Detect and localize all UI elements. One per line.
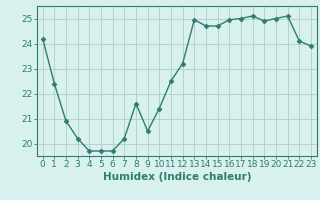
X-axis label: Humidex (Indice chaleur): Humidex (Indice chaleur) [102,172,251,182]
